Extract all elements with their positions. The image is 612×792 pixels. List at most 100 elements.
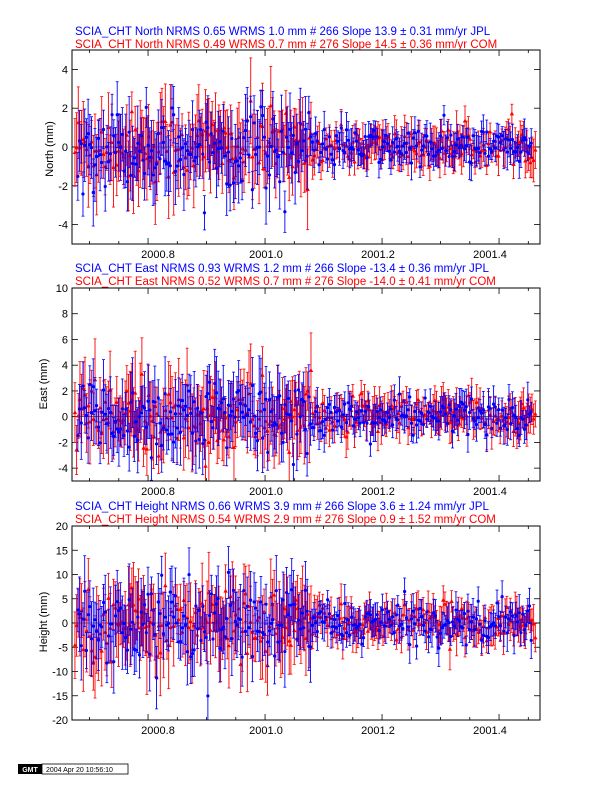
east-jpl-point [187, 389, 191, 393]
east-com-point [231, 445, 237, 450]
north-jpl-point [379, 157, 383, 161]
north-jpl-point [201, 152, 205, 156]
north-jpl-point [382, 139, 386, 144]
east-jpl-point [346, 401, 350, 405]
east-jpl-point [322, 433, 326, 437]
east-jpl-point [115, 427, 119, 431]
north-com-point [332, 145, 337, 150]
east-jpl-point [189, 411, 193, 415]
east-jpl-point [120, 407, 124, 411]
east-com-point [206, 439, 212, 444]
height-com-point [81, 647, 86, 652]
east-jpl-point [149, 456, 154, 460]
north-jpl-point [254, 152, 258, 157]
east-jpl-point [456, 418, 460, 422]
east-jpl-point [392, 398, 396, 402]
north-jpl-point [320, 142, 325, 146]
north-y-tick-label: -4 [58, 220, 68, 232]
north-jpl-point [259, 105, 263, 109]
north-jpl-point [462, 147, 467, 151]
north-com-point [484, 163, 489, 168]
east-jpl-point [233, 415, 237, 419]
east-jpl-point [367, 405, 371, 409]
north-jpl-point [485, 130, 489, 134]
north-jpl-point [440, 146, 444, 151]
north-jpl-point [199, 128, 203, 132]
height-com-point [258, 638, 263, 643]
height-com-point [111, 601, 116, 606]
east-x-tick-label: 2001.2 [361, 486, 395, 498]
east-jpl-point [442, 406, 446, 410]
north-jpl-point [134, 162, 138, 166]
north-jpl-point [146, 143, 150, 147]
east-jpl-point [320, 419, 325, 424]
north-jpl-point [372, 128, 376, 132]
east-jpl-point [503, 416, 508, 420]
height-com-point [144, 649, 150, 654]
east-jpl-point [105, 422, 109, 426]
east-jpl-point [296, 388, 301, 392]
north-jpl-point [274, 148, 278, 152]
east-jpl-point [291, 462, 296, 467]
east-jpl-point [469, 397, 473, 401]
north-com-point [111, 165, 116, 170]
east-com-point [203, 463, 208, 468]
north-jpl-point [124, 149, 128, 153]
north-jpl-point [184, 142, 188, 146]
north-jpl-point [396, 144, 400, 149]
north-jpl-point [527, 144, 532, 148]
east-com-point [86, 403, 91, 408]
north-jpl-point [420, 148, 424, 152]
east-jpl-point [209, 419, 213, 424]
north-jpl-point [329, 152, 333, 156]
east-jpl-point [514, 415, 518, 420]
east-jpl-point [274, 423, 278, 427]
north-com-point [250, 154, 255, 159]
east-jpl-point [396, 418, 400, 422]
north-jpl-point [380, 145, 384, 149]
east-jpl-point [154, 442, 159, 446]
north-jpl-point [346, 138, 350, 142]
east-jpl-point [341, 413, 345, 417]
panel-east: SCIA_CHT East NRMS 0.93 WRMS 1.2 mm # 26… [38, 263, 541, 498]
east-jpl-point [338, 409, 342, 413]
east-jpl-point [377, 415, 381, 420]
height-com-point [201, 625, 207, 630]
east-jpl-point [319, 428, 323, 433]
north-jpl-point [332, 162, 337, 167]
north-jpl-point [231, 181, 236, 185]
east-jpl-point [160, 443, 164, 448]
north-com-point [129, 109, 135, 114]
north-jpl-point [113, 150, 118, 154]
north-jpl-point [526, 151, 530, 155]
east-jpl-point [329, 410, 333, 414]
height-com-point [129, 585, 135, 590]
east-jpl-point [414, 423, 419, 427]
east-jpl-point [365, 421, 369, 425]
east-com-point [225, 429, 230, 434]
east-jpl-point [423, 396, 427, 400]
north-jpl-point [79, 142, 83, 146]
panel-north: SCIA_CHT North NRMS 0.65 WRMS 1.0 mm # 2… [44, 26, 541, 261]
north-jpl-point [219, 146, 224, 150]
north-jpl-point [351, 147, 355, 151]
east-jpl-point [107, 406, 111, 411]
east-jpl-point [510, 405, 515, 410]
north-jpl-point [447, 154, 451, 159]
east-jpl-point [428, 404, 432, 408]
east-jpl-point [278, 394, 282, 398]
north-y-tick-label: 2 [62, 103, 68, 115]
north-jpl-point [449, 133, 453, 137]
north-com-point [302, 160, 307, 165]
north-jpl-point [324, 147, 328, 151]
north-jpl-point [426, 152, 431, 156]
north-jpl-point [308, 135, 313, 139]
height-com-point [228, 594, 233, 599]
north-com-title: SCIA_CHT North NRMS 0.49 WRMS 0.7 mm # 2… [75, 39, 497, 51]
east-jpl-point [308, 422, 313, 426]
north-com-point [409, 131, 414, 136]
north-jpl-point [454, 143, 458, 147]
east-com-point [148, 413, 153, 418]
north-jpl-point [218, 140, 222, 144]
north-jpl-point [356, 148, 361, 152]
